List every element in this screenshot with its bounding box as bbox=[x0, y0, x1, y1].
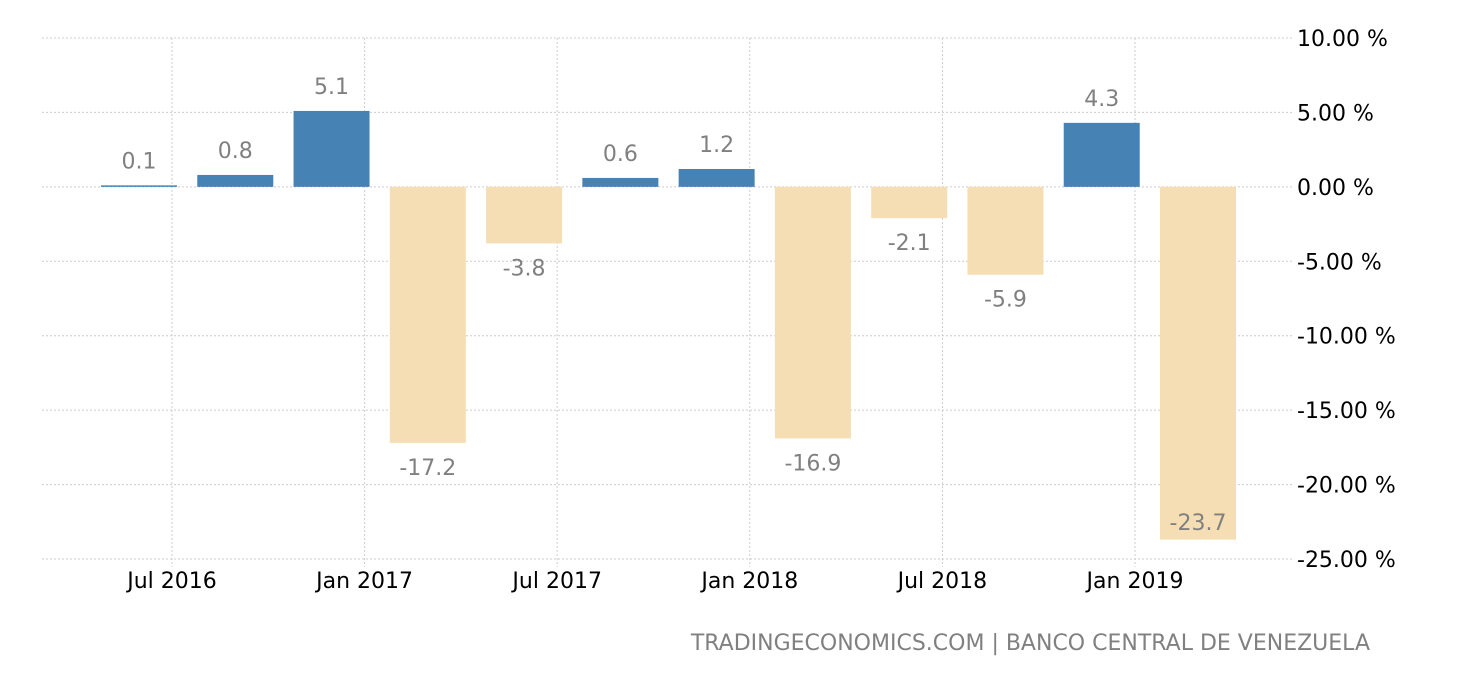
data-label: 0.8 bbox=[218, 139, 253, 164]
y-axis: 10.00 % 5.00 % 0.00 % -5.00 % -10.00 % -15.00… bbox=[1297, 27, 1396, 573]
x-tick-label: Jan 2019 bbox=[1085, 569, 1184, 594]
data-label: 4.3 bbox=[1084, 87, 1119, 112]
data-labels: 0.1 0.8 5.1 -17.2 -3.8 0.6 1.2 -16.9 -2.1 -5.9 4.3… bbox=[122, 75, 1227, 536]
data-label: 0.6 bbox=[603, 142, 638, 167]
bar bbox=[582, 177, 659, 187]
y-tick-label: -20.00 % bbox=[1297, 474, 1396, 499]
y-tick-label: -15.00 % bbox=[1297, 399, 1396, 424]
bar bbox=[678, 168, 755, 187]
bar bbox=[871, 186, 948, 219]
x-axis: Jul 2016 Jan 2017 Jul 2017 Jan 2018 Jul 2018… bbox=[125, 569, 1183, 594]
bars bbox=[101, 110, 1236, 540]
bar bbox=[486, 186, 563, 244]
data-label: -23.7 bbox=[1170, 511, 1227, 536]
data-label: -2.1 bbox=[888, 231, 931, 256]
data-label: -17.2 bbox=[399, 456, 456, 481]
y-tick-label: 0.00 % bbox=[1297, 176, 1374, 201]
y-tick-label: 10.00 % bbox=[1297, 27, 1388, 52]
data-label: -3.8 bbox=[503, 256, 546, 281]
x-tick-label: Jul 2018 bbox=[896, 569, 988, 594]
x-tick-label: Jul 2016 bbox=[125, 569, 217, 594]
bar bbox=[967, 186, 1044, 275]
x-tick-label: Jan 2018 bbox=[699, 569, 798, 594]
source-credit: TRADINGECONOMICS.COM | BANCO CENTRAL DE … bbox=[690, 631, 1370, 656]
bar bbox=[293, 110, 370, 187]
bar bbox=[389, 186, 466, 443]
data-label: -5.9 bbox=[984, 288, 1027, 313]
y-tick-label: 5.00 % bbox=[1297, 101, 1374, 126]
y-tick-label: -5.00 % bbox=[1297, 250, 1382, 275]
data-label: 0.1 bbox=[122, 149, 157, 174]
y-tick-label: -25.00 % bbox=[1297, 548, 1396, 573]
data-label: 5.1 bbox=[314, 75, 349, 100]
bar bbox=[1160, 186, 1236, 540]
x-tick-label: Jul 2017 bbox=[510, 569, 602, 594]
y-tick-label: -10.00 % bbox=[1297, 325, 1396, 350]
bar bbox=[101, 185, 177, 187]
bar bbox=[197, 174, 274, 187]
bar bbox=[1063, 122, 1140, 187]
grid bbox=[42, 37, 1293, 567]
data-label: -16.9 bbox=[784, 451, 841, 476]
bar bbox=[774, 186, 851, 439]
x-tick-label: Jan 2017 bbox=[314, 569, 413, 594]
data-label: 1.2 bbox=[699, 133, 734, 158]
